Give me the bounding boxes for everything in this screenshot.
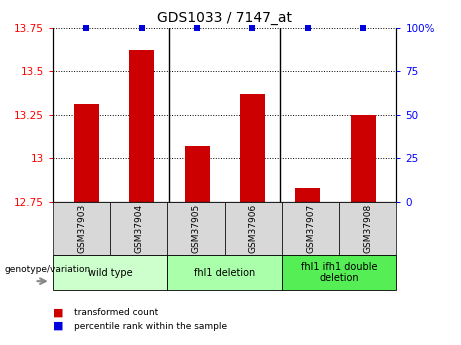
Text: fhl1 deletion: fhl1 deletion xyxy=(194,268,255,277)
Text: percentile rank within the sample: percentile rank within the sample xyxy=(74,322,227,331)
Text: fhl1 ifh1 double
deletion: fhl1 ifh1 double deletion xyxy=(301,262,378,283)
Bar xyxy=(184,146,209,202)
Text: GSM37905: GSM37905 xyxy=(192,204,201,253)
Text: ■: ■ xyxy=(53,307,64,317)
Bar xyxy=(351,115,376,202)
Title: GDS1033 / 7147_at: GDS1033 / 7147_at xyxy=(157,11,292,25)
Text: GSM37907: GSM37907 xyxy=(306,204,315,253)
Bar xyxy=(74,104,99,202)
Bar xyxy=(296,188,320,202)
Bar xyxy=(240,94,265,202)
Text: wild type: wild type xyxy=(88,268,133,277)
Text: GSM37908: GSM37908 xyxy=(363,204,372,253)
Text: genotype/variation: genotype/variation xyxy=(5,265,91,274)
Text: transformed count: transformed count xyxy=(74,308,158,317)
Text: GSM37906: GSM37906 xyxy=(249,204,258,253)
Text: GSM37903: GSM37903 xyxy=(77,204,86,253)
Text: ■: ■ xyxy=(53,321,64,331)
Bar xyxy=(129,50,154,202)
Text: GSM37904: GSM37904 xyxy=(134,204,143,253)
